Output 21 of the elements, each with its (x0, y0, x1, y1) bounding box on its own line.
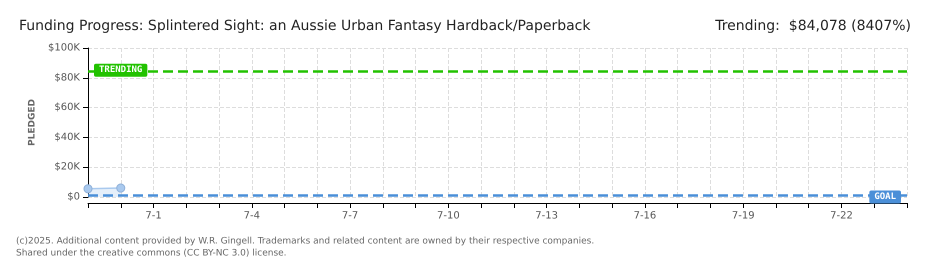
x-tick-label: 7-13 (535, 210, 558, 222)
y-tick-label: $100K (48, 42, 80, 54)
chart-title: Funding Progress: Splintered Sight: an Aussie Urban Fantasy Hardback/Paperback (19, 18, 592, 34)
y-axis-title: PLEDGED (28, 99, 38, 146)
text: Shared under the creative commons (CC BY-NC 3.0) license. (16, 248, 287, 258)
x-tick-label: 7-10 (437, 210, 460, 222)
text: (c)2025. Additional content provided by W.R. Gingell. Trademarks and related content are owned by their respective companies. (16, 236, 594, 246)
ref-line-label: GOAL (874, 192, 897, 202)
x-tick-label: 7-22 (830, 210, 853, 222)
chart-subtitle: Trending: $84,078 (8407%) (714, 18, 911, 34)
y-tick-label: $80K (54, 72, 80, 84)
x-tick-label: 7-16 (634, 210, 656, 222)
ref-line-label: TRENDING (99, 65, 142, 76)
y-tick-label: $0 (67, 192, 80, 202)
x-tick-label: 7-7 (342, 210, 358, 222)
y-tick-label: $40K (54, 132, 80, 143)
x-tick-label: 7-19 (732, 210, 755, 222)
x-tick-label: 7-4 (244, 210, 260, 222)
y-tick-label: $20K (54, 162, 80, 173)
x-tick-label: 7-1 (145, 210, 162, 222)
y-tick-label: $60K (54, 102, 80, 114)
